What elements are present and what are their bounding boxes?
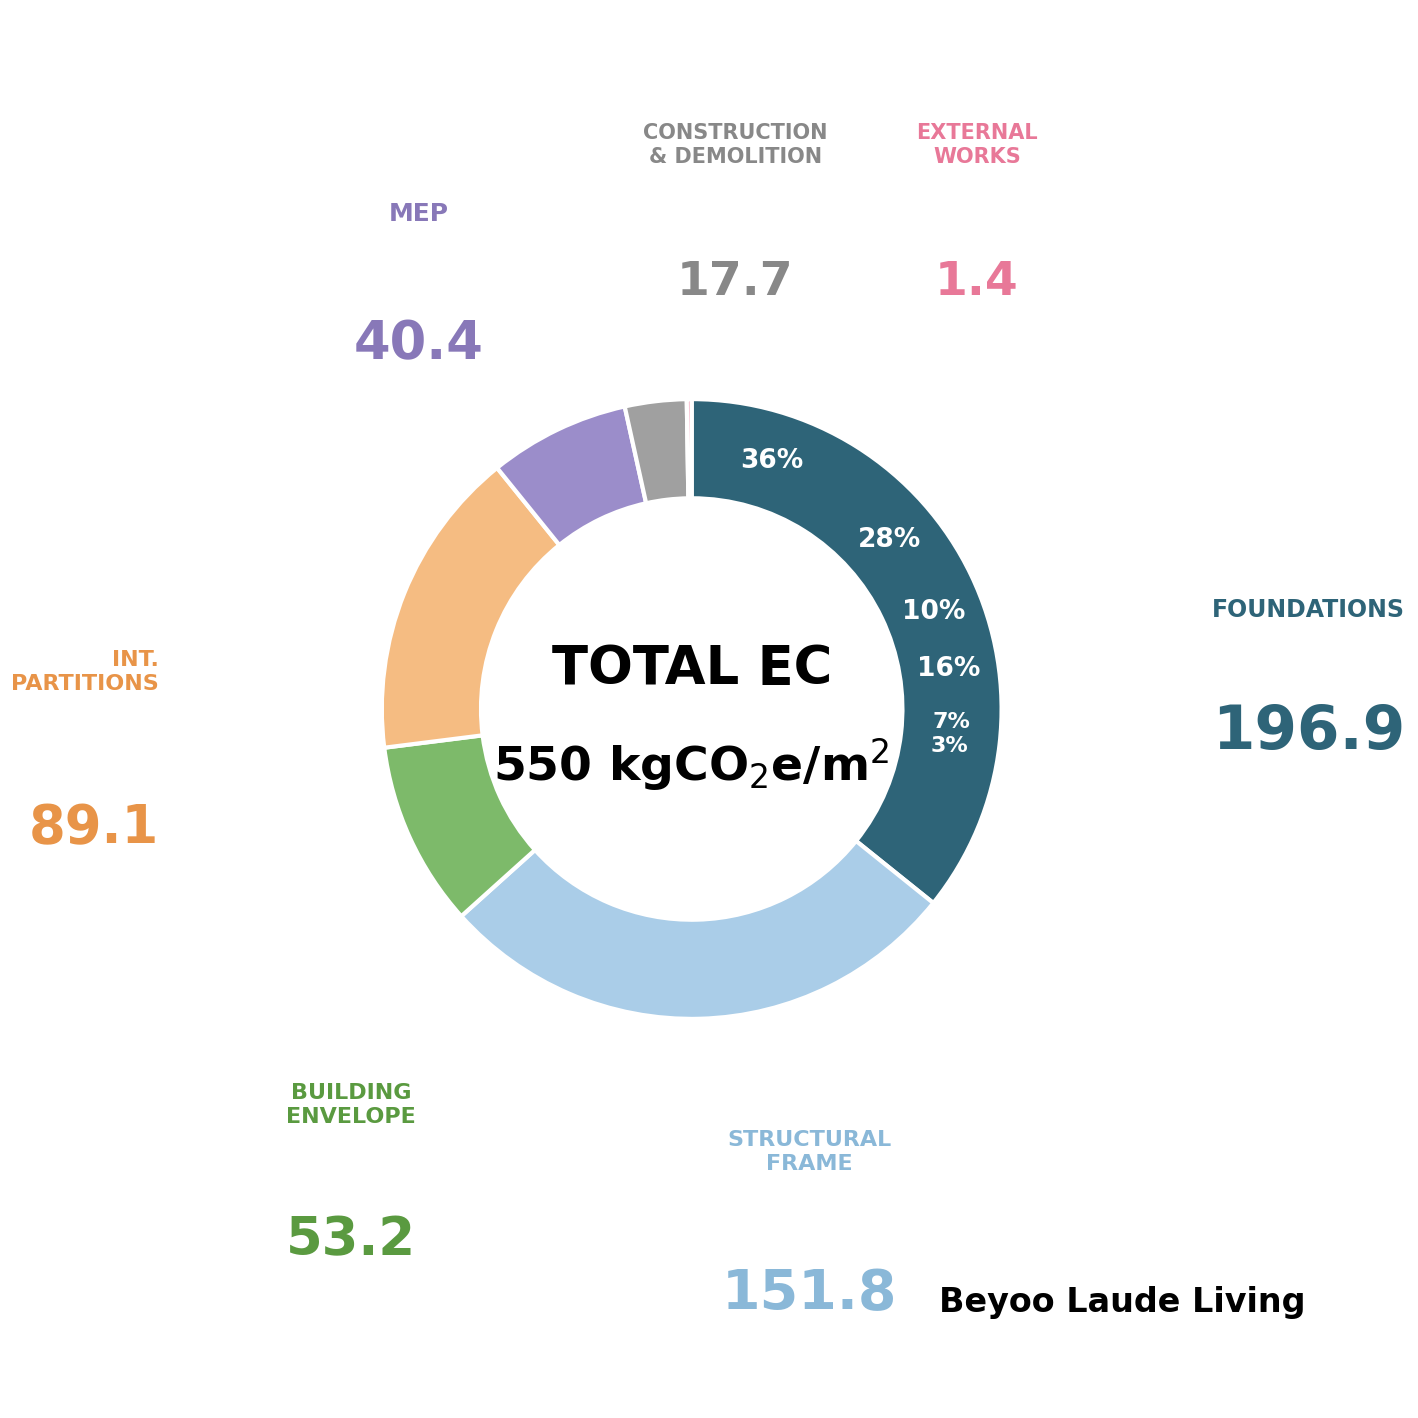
Text: 36%: 36% (740, 448, 803, 474)
Text: 550 kgCO$_2$e/m$^2$: 550 kgCO$_2$e/m$^2$ (493, 736, 891, 793)
Text: 7%: 7% (933, 712, 971, 732)
Wedge shape (461, 841, 933, 1020)
Text: 40.4: 40.4 (354, 319, 484, 370)
Wedge shape (384, 736, 535, 916)
Text: 53.2: 53.2 (286, 1214, 415, 1266)
Text: 196.9: 196.9 (1212, 703, 1405, 761)
Text: 10%: 10% (902, 600, 966, 625)
Wedge shape (498, 407, 647, 545)
Text: INT.
PARTITIONS: INT. PARTITIONS (11, 649, 159, 693)
Text: Beyoo Laude Living: Beyoo Laude Living (939, 1286, 1306, 1320)
Text: EXTERNAL
WORKS: EXTERNAL WORKS (916, 123, 1038, 167)
Text: 89.1: 89.1 (28, 803, 159, 854)
Text: MEP: MEP (389, 201, 450, 225)
Wedge shape (381, 468, 559, 747)
Wedge shape (625, 398, 688, 503)
Text: 28%: 28% (858, 527, 922, 553)
Text: CONSTRUCTION
& DEMOLITION: CONSTRUCTION & DEMOLITION (642, 123, 827, 167)
Wedge shape (692, 398, 1001, 903)
Text: TOTAL EC: TOTAL EC (552, 642, 832, 695)
Text: STRUCTURAL
FRAME: STRUCTURAL FRAME (727, 1130, 892, 1174)
Text: 1.4: 1.4 (934, 259, 1018, 305)
Text: 17.7: 17.7 (676, 259, 794, 305)
Text: 16%: 16% (917, 655, 981, 682)
Wedge shape (686, 398, 692, 498)
Text: FOUNDATIONS: FOUNDATIONS (1212, 598, 1405, 623)
Text: 3%: 3% (930, 736, 968, 756)
Text: 151.8: 151.8 (722, 1266, 898, 1320)
Text: BUILDING
ENVELOPE: BUILDING ENVELOPE (286, 1083, 415, 1127)
